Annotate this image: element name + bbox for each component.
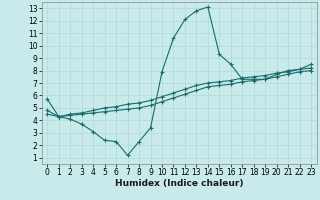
X-axis label: Humidex (Indice chaleur): Humidex (Indice chaleur)	[115, 179, 244, 188]
